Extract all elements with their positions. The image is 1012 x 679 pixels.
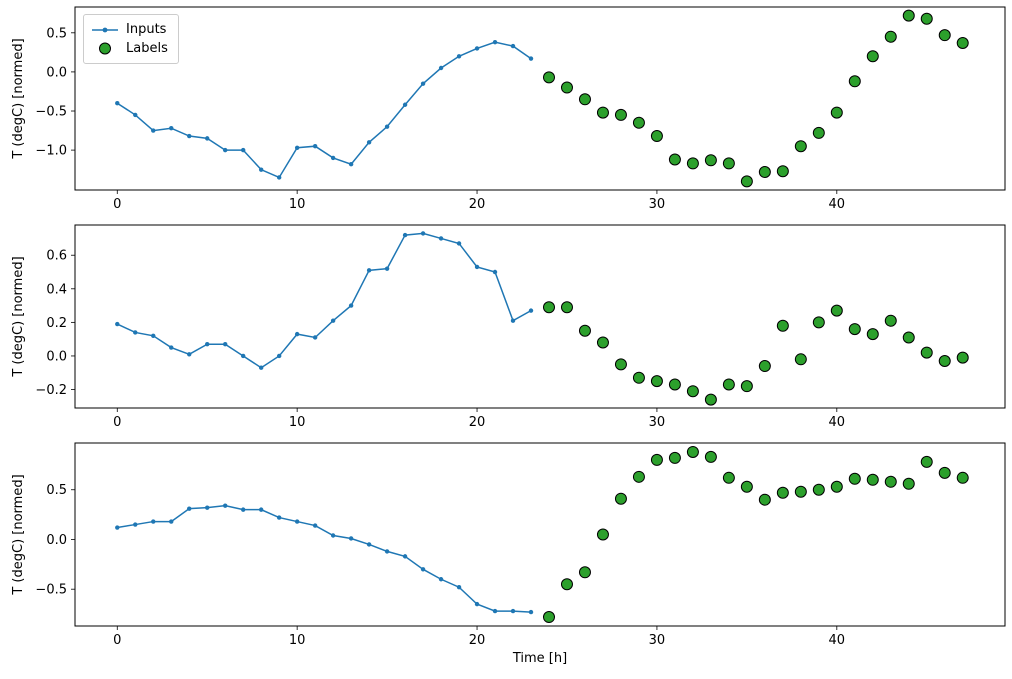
inputs-line-marker-icon — [92, 27, 118, 32]
svg-text:0.0: 0.0 — [46, 349, 67, 364]
subplot-1-y-axis-label: T (degC) [normed] — [11, 38, 26, 159]
svg-text:0.6: 0.6 — [46, 249, 67, 264]
svg-text:30: 30 — [649, 415, 666, 430]
legend-item-labels: Labels — [91, 39, 168, 58]
x-axis-label: Time [h] — [512, 651, 568, 666]
svg-text:0.0: 0.0 — [46, 533, 67, 548]
svg-text:20: 20 — [469, 633, 486, 648]
svg-text:20: 20 — [469, 197, 486, 212]
subplot-2-plot-area: 0 10 20 30 40 −0.2 0.0 0.2 0.4 0.6 — [35, 224, 1006, 430]
svg-text:−0.5: −0.5 — [35, 583, 67, 598]
svg-text:40: 40 — [829, 197, 846, 212]
svg-text:−0.2: −0.2 — [35, 383, 67, 398]
legend: Inputs Labels — [83, 14, 179, 64]
svg-text:0.0: 0.0 — [46, 65, 67, 80]
svg-text:−1.0: −1.0 — [35, 144, 67, 159]
svg-text:0.5: 0.5 — [46, 483, 67, 498]
svg-text:0: 0 — [113, 633, 121, 648]
svg-text:40: 40 — [829, 633, 846, 648]
svg-text:10: 10 — [289, 415, 306, 430]
subplot-1: T (degC) [normed] 0 10 20 30 40 −1.0 −0.5 0.0 0.… — [11, 6, 1006, 212]
svg-text:30: 30 — [649, 197, 666, 212]
legend-label-inputs: Inputs — [126, 22, 167, 37]
svg-text:0: 0 — [113, 415, 121, 430]
legend-item-inputs: Inputs — [91, 20, 168, 39]
svg-text:0.4: 0.4 — [46, 282, 67, 297]
svg-text:0: 0 — [113, 197, 121, 212]
svg-text:0.5: 0.5 — [46, 26, 67, 41]
subplot-1-plot-area: 0 10 20 30 40 −1.0 −0.5 0.0 0.5 — [35, 6, 1006, 212]
svg-text:10: 10 — [289, 633, 306, 648]
subplot-3-y-axis-label: T (degC) [normed] — [11, 474, 26, 595]
svg-text:10: 10 — [289, 197, 306, 212]
subplot-3-plot-area: 0 10 20 30 40 −0.5 0.0 0.5 — [35, 442, 1006, 648]
svg-text:0.2: 0.2 — [46, 316, 67, 331]
svg-text:−0.5: −0.5 — [35, 105, 67, 120]
labels-circle-marker-icon — [99, 42, 111, 55]
svg-text:40: 40 — [829, 415, 846, 430]
legend-label-labels: Labels — [126, 41, 168, 56]
svg-text:30: 30 — [649, 633, 666, 648]
svg-text:20: 20 — [469, 415, 486, 430]
subplot-2: T (degC) [normed] 0 10 20 30 40 −0.2 0.0 0.2 0.4… — [11, 224, 1006, 430]
subplot-3: T (degC) [normed] 0 10 20 30 40 −0.5 0.0 0.5 — [11, 442, 1006, 648]
subplot-2-y-axis-label: T (degC) [normed] — [11, 256, 26, 377]
